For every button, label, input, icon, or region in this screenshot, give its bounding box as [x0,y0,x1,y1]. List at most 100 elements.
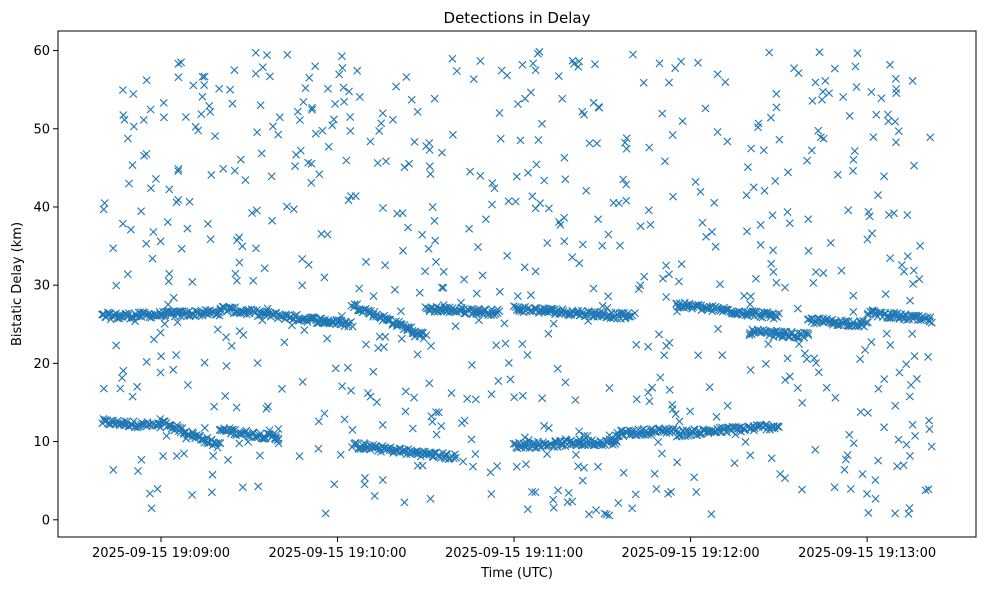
data-point [549,495,558,504]
data-point [408,326,417,335]
data-point [646,220,655,229]
data-point [605,511,614,520]
data-point [802,355,811,364]
data-point [393,447,401,456]
data-point [434,408,443,417]
data-point [103,308,112,317]
data-point [448,130,457,139]
data-point [880,423,889,432]
data-point [235,439,244,448]
data-point [558,94,567,103]
data-point [471,450,480,458]
data-point [594,103,603,111]
data-point [890,209,898,218]
data-point [833,170,842,179]
data-point [746,292,755,301]
data-point [718,351,727,360]
data-point [510,393,519,402]
data-point [682,426,691,435]
data-point [213,325,222,334]
data-point [622,180,631,189]
data-point [917,316,925,324]
data-point [830,483,839,492]
data-point [159,452,168,461]
data-point [147,504,156,513]
data-point [115,314,124,323]
data-point [308,103,317,112]
data-point [295,452,304,461]
data-point [598,241,607,250]
data-point [575,57,584,66]
data-point [554,72,563,81]
data-point [534,136,543,144]
data-point [164,300,173,309]
data-point [413,461,422,470]
data-point [353,66,362,75]
data-point [852,83,861,91]
data-point [518,391,527,400]
data-point [348,425,357,434]
data-point [529,59,538,68]
data-point [315,170,324,179]
data-point [255,451,264,460]
data-point [142,357,151,366]
data-point [283,50,292,59]
data-point [258,316,267,325]
data-point [903,252,912,261]
data-point [374,344,383,353]
data-point [568,56,577,65]
data-point [568,253,577,262]
data-point [686,407,695,416]
data-point [894,127,903,136]
data-point [731,430,740,439]
data-point [908,76,917,85]
data-point [189,81,198,90]
data-point [652,485,661,493]
data-point [296,146,305,155]
data-point [645,143,654,152]
data-point [340,415,349,424]
data-point [616,241,624,250]
data-point [402,73,411,81]
data-point [814,368,823,377]
data-point [560,153,569,162]
data-point [593,310,602,319]
data-point [331,99,340,108]
data-point [156,423,165,432]
data-point [377,119,386,128]
data-point [467,360,476,369]
data-point [424,244,433,253]
data-point [927,318,936,327]
data-point [304,260,313,269]
data-point [602,510,611,519]
data-point [886,254,895,263]
data-point [605,431,614,440]
data-point [274,439,283,448]
data-point [692,488,701,496]
data-point [811,445,820,454]
data-point [564,309,573,318]
data-point [673,458,682,467]
data-point [118,373,127,382]
data-point [397,334,406,343]
data-point [837,266,846,275]
data-point [337,52,346,61]
data-point [139,115,148,124]
data-point [252,244,260,253]
data-point [571,396,580,404]
data-point [422,331,431,340]
data-point [762,420,771,429]
data-point [648,383,657,392]
data-point [194,126,203,135]
data-point [198,72,207,81]
data-point [181,113,190,121]
data-point [188,490,197,499]
data-point [522,460,530,469]
data-point [182,434,191,443]
y-tick-label: 10 [33,435,50,450]
data-point [798,485,806,494]
data-point [236,155,245,164]
data-point [174,165,183,173]
data-point [528,192,537,201]
data-point [861,345,870,354]
